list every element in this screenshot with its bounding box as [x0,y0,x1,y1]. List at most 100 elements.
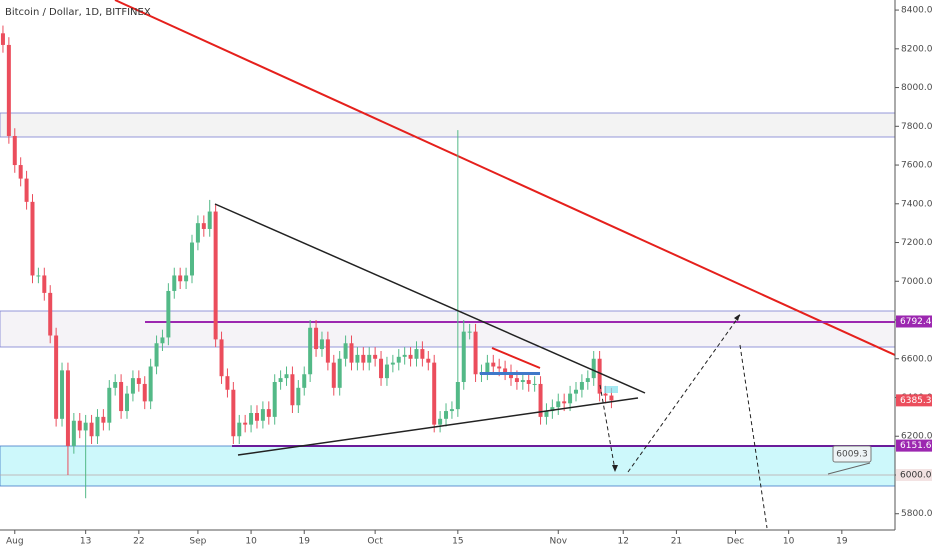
candle-body [136,378,141,384]
candle-body [302,374,307,388]
y-tick-label: 7400.0 [901,199,932,209]
y-tick-label: 8000.0 [901,83,932,93]
candle-body [538,383,543,417]
axes: 5800.06000.06200.06400.06600.06800.07000… [6,6,932,547]
candle-body [178,275,183,282]
candle-body [526,380,531,384]
candle-body [219,339,224,377]
candle-body [166,290,171,338]
price-label: 6000.0 [900,470,932,480]
candle-body [18,165,23,179]
overlay: 6009.3 [214,203,872,529]
projection-path [739,344,768,529]
candle-body [573,389,578,394]
x-tick-label: Oct [367,537,383,547]
candle-body [467,331,472,333]
x-tick-label: 12 [618,537,629,547]
candle-body [296,387,301,406]
candle-body [130,378,135,394]
candle-body [325,339,330,363]
candle-body [449,409,454,412]
candle-body [562,401,567,404]
candle-body [361,354,366,363]
candle-body [414,349,419,359]
candle-body [384,364,389,379]
candle-body [142,383,147,402]
trend-line [114,0,896,356]
candle-body [379,358,384,379]
x-tick-label: Aug [6,537,24,547]
candle-body [272,382,277,417]
candle-body [266,409,271,417]
candle-body [455,382,460,410]
candle-body [485,362,490,373]
candle-body [337,358,342,388]
candle-body [237,422,242,437]
triangle-upper [214,203,646,394]
candle-body [491,362,496,367]
candle-body [597,358,602,394]
price-label-bg [896,315,932,328]
candles [0,25,614,499]
candle-body [319,339,324,350]
candle-body [107,387,112,423]
mini-zone [604,386,618,393]
zone-band [0,310,896,348]
callout-pointer [827,462,871,475]
candle-body [60,370,65,419]
candle-body [579,382,584,390]
candle-body [514,378,519,383]
candle-body [71,420,76,446]
y-tick-label: 7000.0 [901,277,932,287]
candle-body [408,354,413,359]
candle-body [249,412,254,425]
price-label-bg [896,394,932,407]
price-label: 6792.4 [900,317,932,327]
candle-body [503,368,508,373]
candle-body [65,370,70,446]
candle-body [24,178,29,202]
candle-body [390,362,395,365]
candle-body [349,343,354,363]
candle-body [278,378,283,383]
candle-body [42,275,47,293]
y-tick-label: 6600.0 [901,354,932,364]
candle-body [36,275,41,277]
candle-body [172,275,177,291]
zone-band [0,112,896,138]
price-label: 6385.3 [900,396,932,406]
chart-title: Bitcoin / Dollar, 1D, BITFINEX [5,7,151,18]
candle-body [373,354,378,359]
candle-body [184,275,189,282]
x-tick-label: Dec [727,537,744,547]
candle-body [396,356,401,363]
candle-body [189,242,194,276]
candle-body [260,409,265,421]
callout-box [832,445,872,463]
x-tick-label: 10 [245,537,257,547]
candle-body [254,412,259,421]
candle-body [243,422,248,425]
zone-band [0,445,896,487]
candle-body [609,395,614,401]
x-tick-label: 19 [836,537,848,547]
candle-body [83,422,88,431]
arrow-head [612,465,618,472]
candle-body [473,331,478,375]
candle-body [148,366,153,402]
candle-body [308,327,313,375]
candle-body [213,211,218,340]
time-axis [0,530,932,550]
candle-body [520,380,525,383]
candle-body [444,411,449,419]
candle-body [154,343,159,367]
candle-body [402,354,407,357]
candle-body [0,33,5,45]
projection-path [599,384,616,471]
projection [599,314,768,529]
candle-body [568,393,573,404]
candle-body [585,378,590,383]
candle-body [544,411,549,417]
candle-body [461,331,466,383]
